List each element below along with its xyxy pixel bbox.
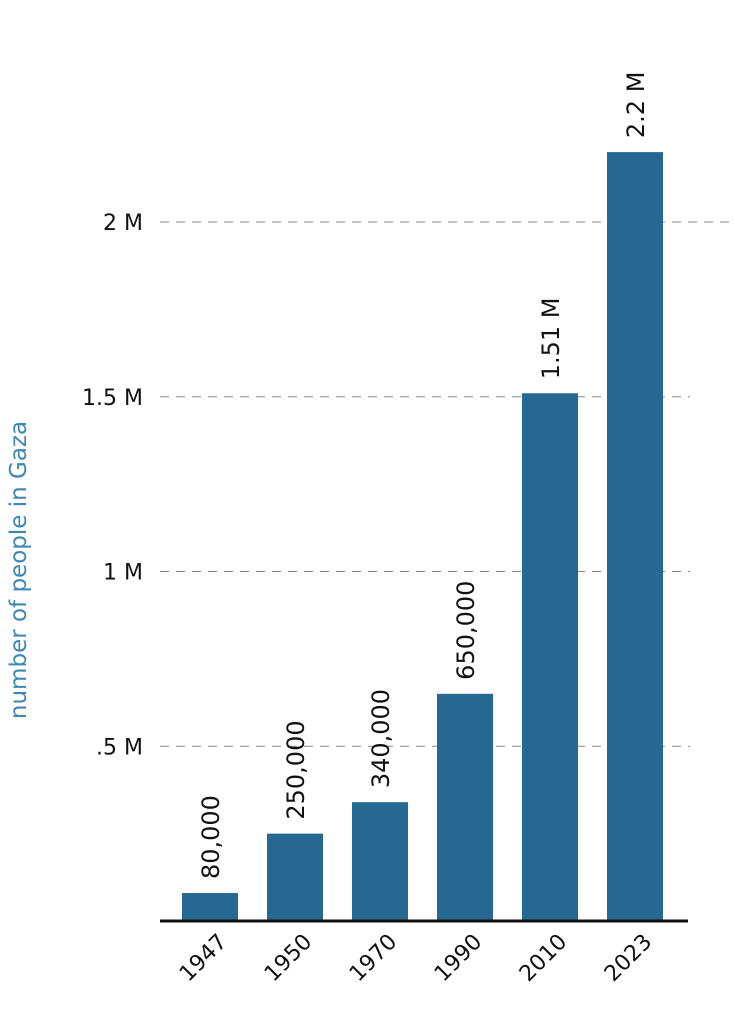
y-tick-label: .5 M <box>96 735 143 760</box>
data-label: 250,000 <box>282 720 310 819</box>
x-tick-label: 1950 <box>260 930 317 987</box>
x-tick-label: 2023 <box>600 930 657 987</box>
data-label: 2.2 M <box>622 72 650 139</box>
x-tick-label: 1970 <box>345 930 402 987</box>
y-axis-title: number of people in Gaza <box>6 421 32 719</box>
x-tick-label: 1947 <box>175 930 232 987</box>
x-tick-label: 1990 <box>430 930 487 987</box>
bar-2010 <box>522 393 578 921</box>
data-label: 340,000 <box>367 689 395 788</box>
y-tick-label: 2 M <box>103 211 143 236</box>
x-tick-label: 2010 <box>515 930 572 987</box>
bar-1950 <box>267 833 323 921</box>
data-label: 80,000 <box>197 795 225 879</box>
y-tick-label: 1 M <box>103 561 143 586</box>
bar-1970 <box>352 802 408 921</box>
bar-1990 <box>437 693 493 921</box>
bar-2023 <box>607 152 663 922</box>
y-tick-label: 1.5 M <box>82 386 143 411</box>
data-label: 1.51 M <box>537 297 565 379</box>
data-label: 650,000 <box>452 581 480 680</box>
bar-1947 <box>182 893 238 921</box>
